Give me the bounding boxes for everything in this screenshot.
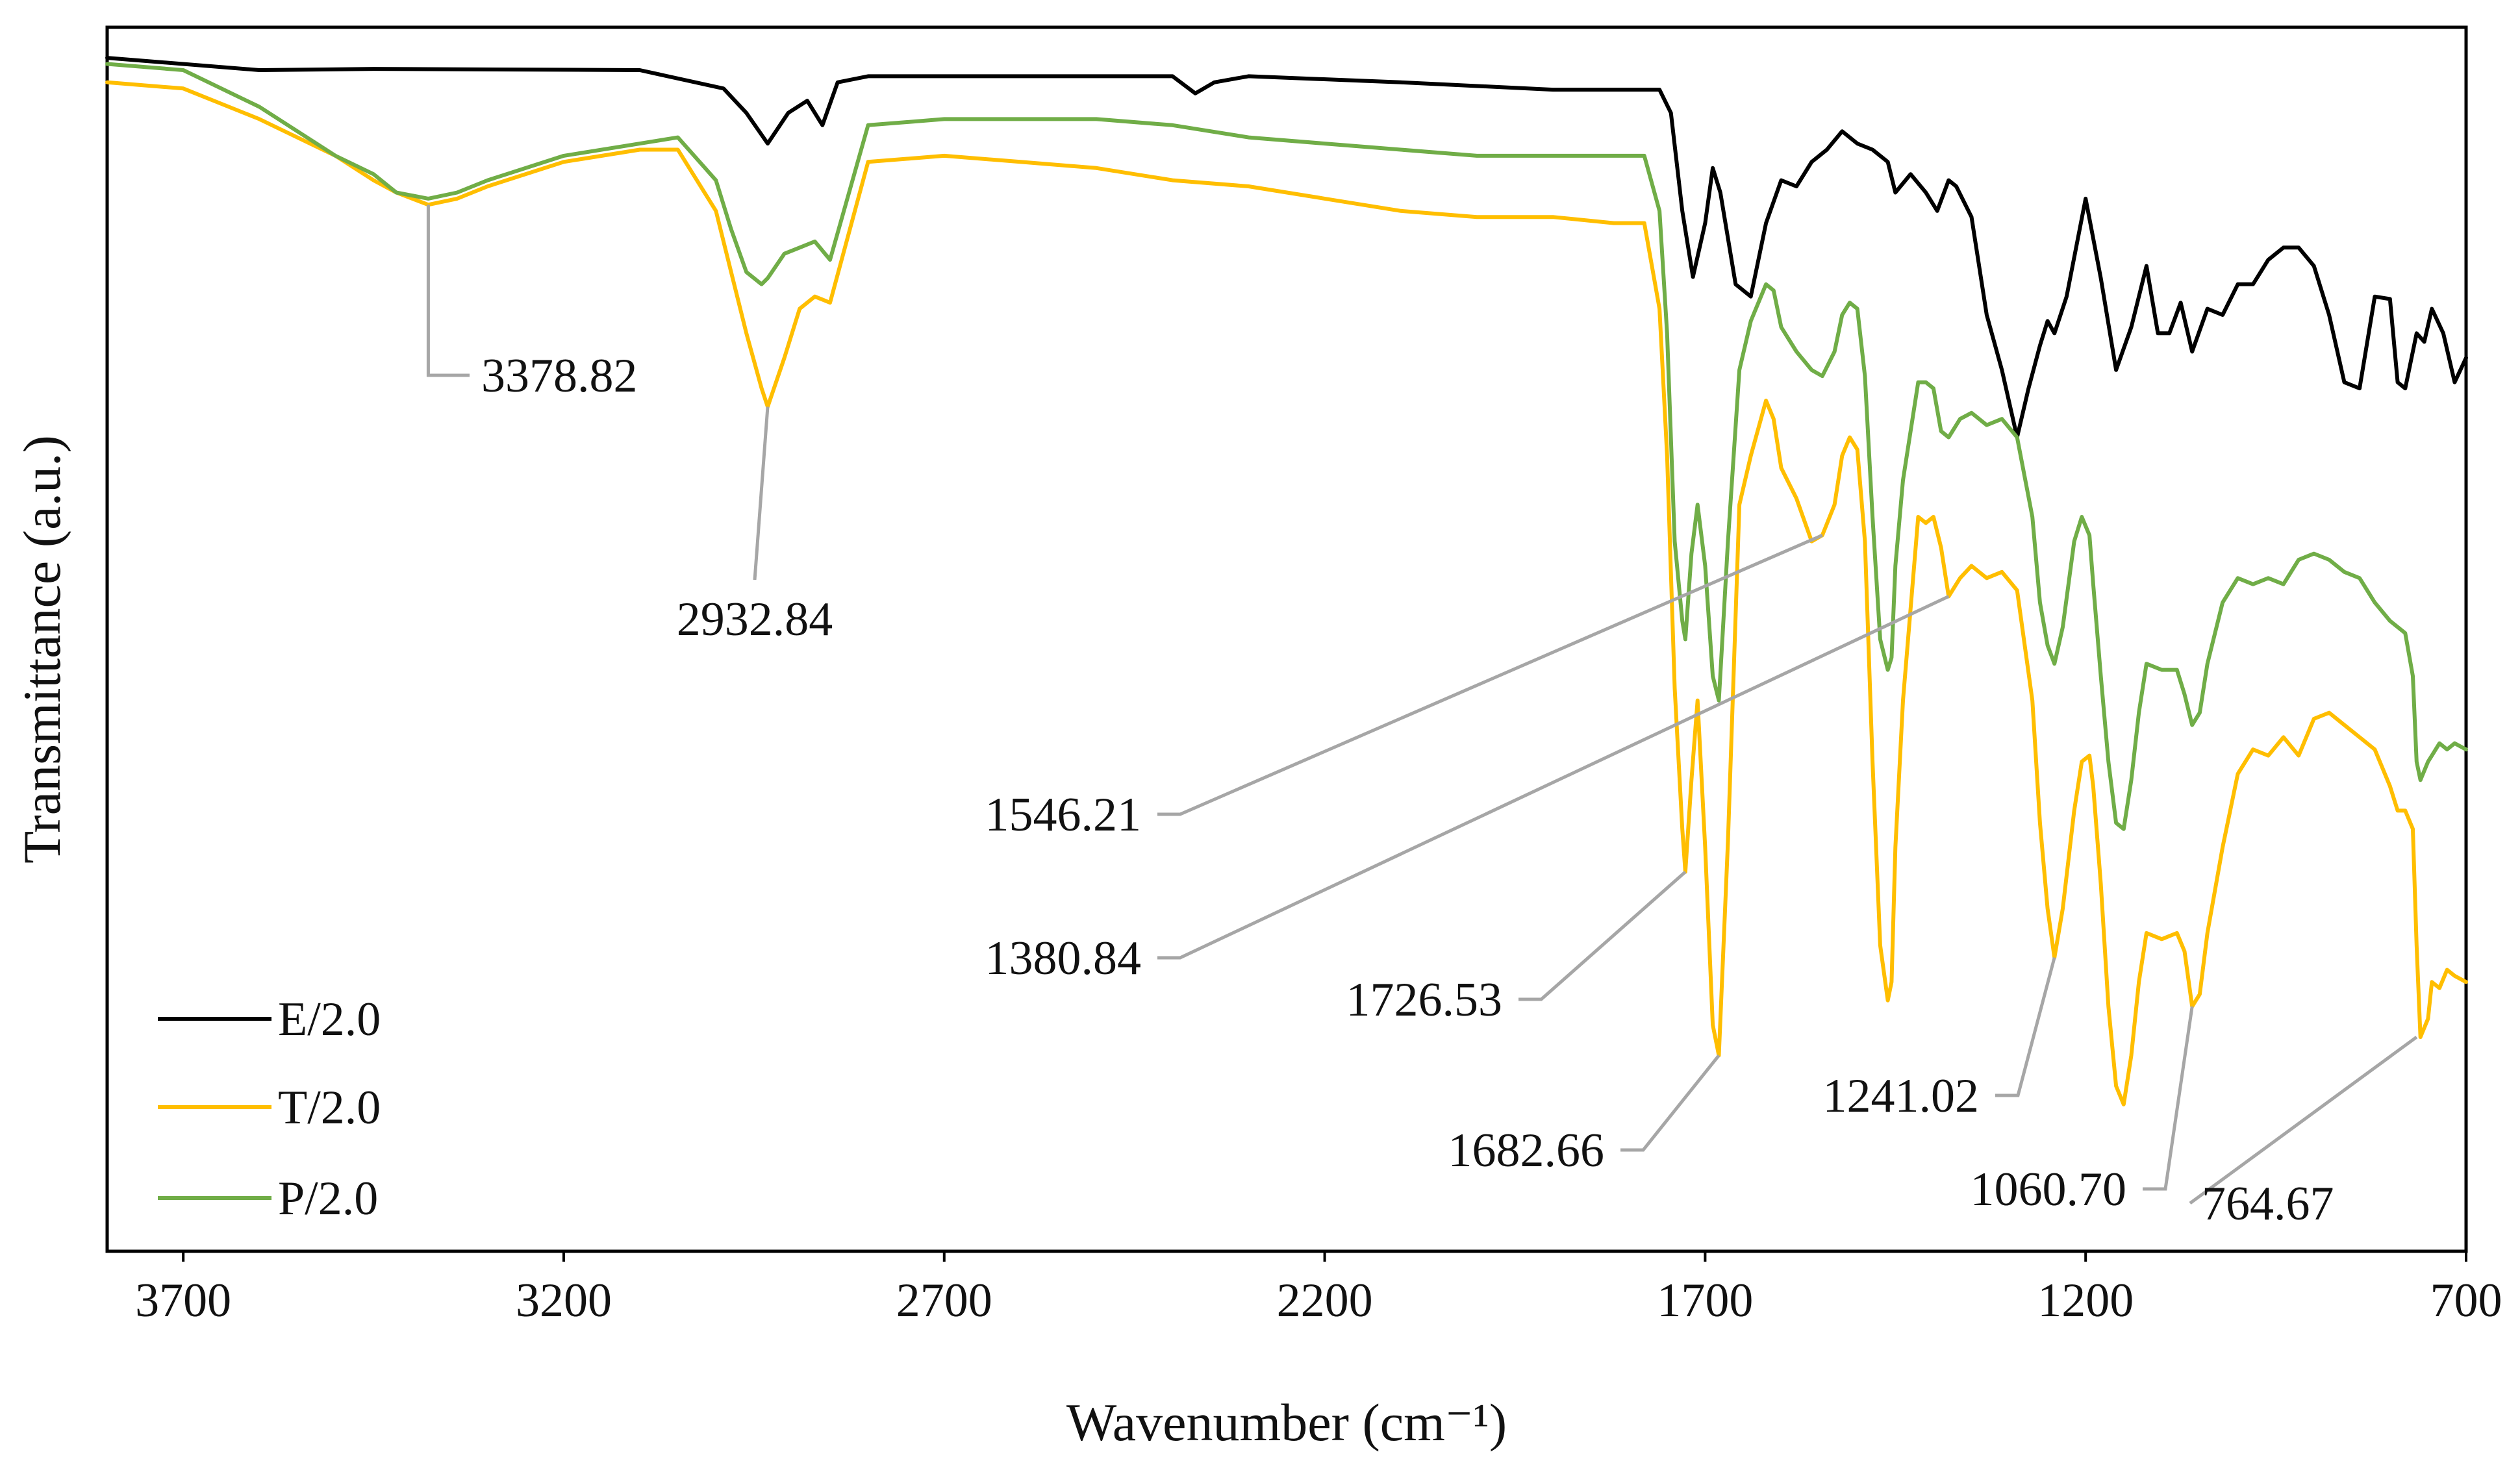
series-line-p-2-0 [105,62,2468,831]
x-tick-label: 1700 [1657,1274,1753,1327]
peak-annotation-label: 1546.21 [985,788,1142,842]
annotation-leader-line [1157,595,1950,960]
x-tick-label: 3700 [135,1274,231,1327]
x-axis-ticks: 3700 3200 2700 2200 1700 1200 700 [135,1251,2502,1327]
annotation-leader-line [1518,870,1687,1001]
peak-annotation-label: 1241.02 [1823,1069,1980,1123]
peak-annotation-label: 3378.82 [481,349,638,403]
peak-annotation-label: 1060.70 [1971,1163,2127,1216]
y-axis-title: Transmittance (a.u.) [12,435,71,864]
peak-annotation-label: 1726.53 [1346,973,1503,1027]
series-line-t-2-0 [105,80,2468,1106]
annotation-leader-line [1995,956,2056,1097]
x-tick-label: 1200 [2037,1274,2134,1327]
annotation-leader-line [1620,1054,1720,1152]
series-line-e-2-0 [105,56,2468,440]
annotation-leader-line [2189,1036,2418,1205]
peak-annotation-label: 1682.66 [1448,1124,1605,1177]
x-tick-label: 700 [2430,1274,2502,1327]
x-tick-label: 2200 [1277,1274,1373,1327]
legend-label-p-2-0: P/2.0 [278,1172,378,1225]
peak-annotation-label: 2932.84 [677,593,833,646]
peak-annotation-label: 764.67 [2202,1177,2334,1230]
annotation-layer: 3378.82 2932.84 1546.21 1380.84 1726.53 1682.… [426,205,2418,1230]
peak-annotation-label: 1380.84 [985,932,1142,985]
x-tick-label: 3200 [516,1274,612,1327]
series-layer [105,56,2468,1106]
annotation-leader-line [753,406,770,581]
x-tick-label: 2700 [896,1274,992,1327]
legend-label-t-2-0: T/2.0 [278,1081,381,1134]
plot-area-frame [105,25,2468,1253]
annotation-leader-line [2143,1006,2194,1191]
x-axis-title: Wavenumber (cm⁻¹) [1066,1393,1507,1452]
legend: E/2.0 T/2.0 P/2.0 [158,993,381,1225]
legend-label-e-2-0: E/2.0 [278,993,381,1046]
annotation-leader-line [426,205,470,377]
annotation-leader-line [1157,534,1823,816]
